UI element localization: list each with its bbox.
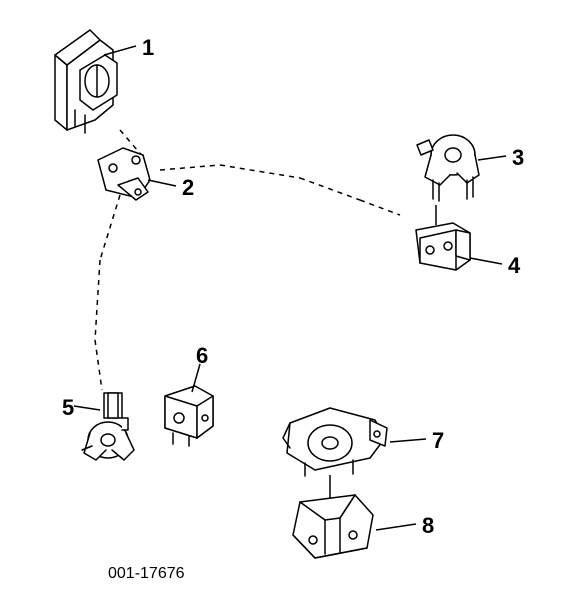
lower-right-mount: [275, 398, 400, 483]
upper-left-mount: [45, 15, 135, 135]
form-line: [160, 165, 220, 170]
form-line: [95, 340, 102, 390]
lower-left-bracket: [155, 378, 225, 448]
callout-7: 7: [432, 428, 444, 454]
callout-3: 3: [512, 145, 524, 171]
callout-1: 1: [142, 35, 154, 61]
form-line: [220, 165, 300, 178]
callout-8: 8: [422, 513, 434, 539]
form-line: [300, 178, 360, 200]
upper-right-bracket: [408, 218, 483, 278]
diagram-stage: 1 2 3 4 5 6 7 8 001-17676: [0, 0, 569, 600]
reference-number: 001-17676: [108, 565, 185, 583]
callout-6: 6: [196, 343, 208, 369]
form-line: [360, 200, 400, 215]
lower-right-base-bracket: [285, 490, 385, 565]
upper-right-mount: [405, 125, 485, 205]
lower-left-mount: [78, 388, 153, 473]
callout-4: 4: [508, 253, 520, 279]
callout-5: 5: [62, 395, 74, 421]
form-line: [95, 260, 100, 340]
callout-2: 2: [182, 175, 194, 201]
upper-left-bracket: [88, 140, 163, 210]
